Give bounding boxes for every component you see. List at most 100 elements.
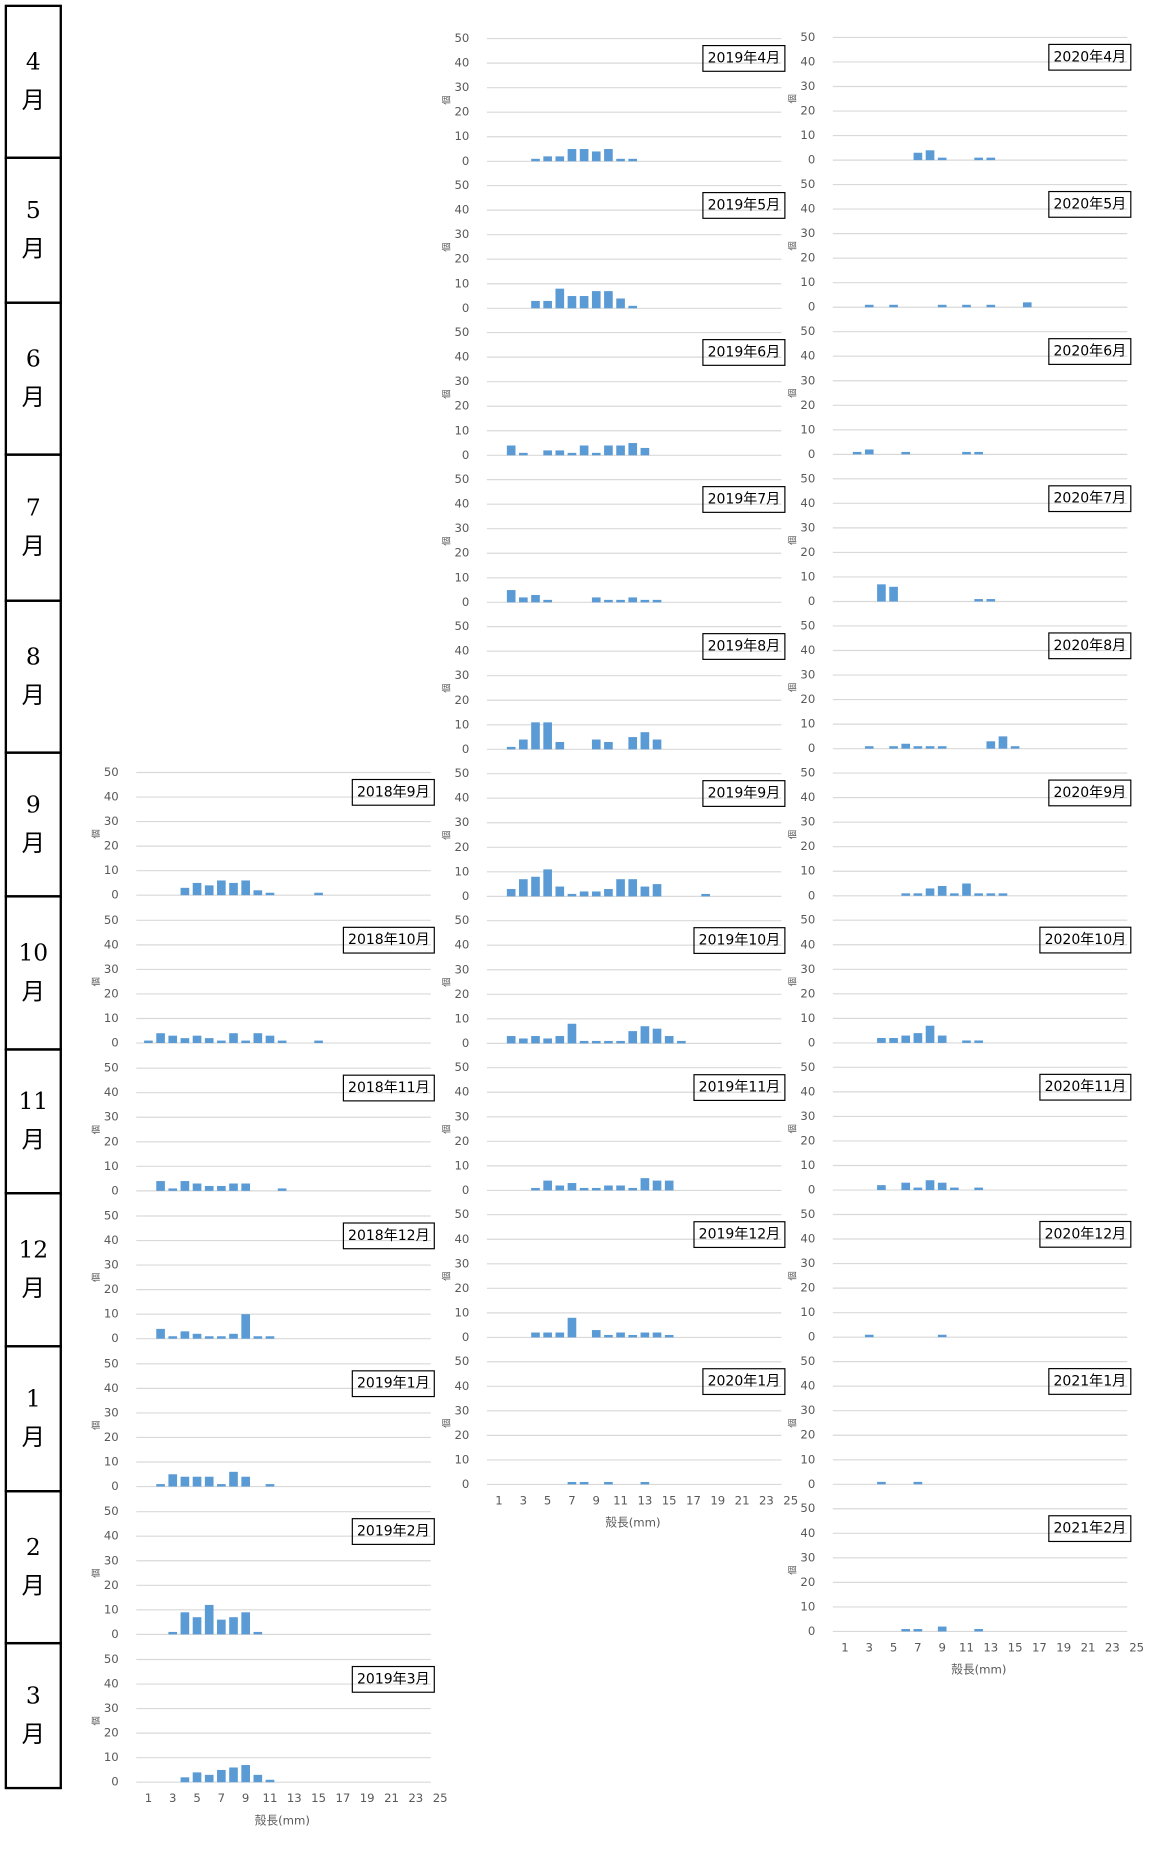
- x-tick-label: 1: [145, 1791, 152, 1805]
- y-tick-label: 30: [454, 227, 469, 241]
- bar: [543, 1038, 552, 1044]
- bar: [217, 1185, 226, 1191]
- y-tick-label: 40: [454, 350, 469, 364]
- chart-title: 2020年4月: [1054, 49, 1127, 65]
- bar: [156, 1181, 165, 1191]
- y-tick-label: 30: [800, 226, 815, 240]
- month-cell: [4, 1192, 62, 1348]
- month-number: 2: [26, 1533, 41, 1561]
- title-box: [342, 1222, 435, 1250]
- bar: [901, 893, 911, 896]
- title-box: [1048, 632, 1132, 660]
- y-tick-label: 30: [104, 1405, 119, 1419]
- x-tick-label: 19: [360, 1791, 375, 1805]
- chart-title: 2019年8月: [708, 639, 781, 655]
- chart: 0 10 20 30 40 50 個 2019年1月: [90, 1356, 435, 1493]
- title-box: [702, 1368, 786, 1396]
- x-tick-label: 1: [841, 1640, 848, 1654]
- x-tick-label: 3: [169, 1791, 176, 1805]
- bar: [180, 1038, 190, 1044]
- bar: [913, 1481, 923, 1485]
- chart-title: 2020年8月: [1054, 638, 1127, 654]
- y-tick-label: 40: [454, 203, 469, 217]
- bar: [204, 1604, 214, 1635]
- bar: [937, 1182, 947, 1191]
- bar: [241, 880, 250, 896]
- bar: [877, 584, 886, 602]
- y-tick-label: 10: [454, 570, 469, 584]
- y-tick-label: 20: [454, 1281, 469, 1295]
- bar: [937, 1626, 947, 1632]
- bar: [664, 1334, 674, 1338]
- y-tick-label: 30: [104, 814, 119, 828]
- bar: [229, 1183, 238, 1191]
- y-tick-label: 10: [800, 864, 815, 878]
- bar: [229, 1333, 238, 1339]
- title-box: [1048, 43, 1132, 71]
- y-tick-label: 40: [800, 54, 815, 68]
- bar: [277, 1040, 287, 1044]
- bar: [640, 1178, 650, 1191]
- chart: 0 10 20 30 40 50 個 2019年2月: [90, 1504, 435, 1641]
- y-tick-label: 0: [111, 1036, 118, 1050]
- bar: [314, 892, 323, 896]
- x-tick-label: 7: [218, 1791, 225, 1805]
- y-tick-label: 30: [800, 1403, 815, 1417]
- month-suffix: 月: [22, 235, 45, 263]
- y-tick-label: 20: [104, 986, 119, 1000]
- month-number: 5: [26, 196, 41, 224]
- x-tick-label: 7: [568, 1493, 575, 1507]
- y-tick-label: 20: [454, 693, 469, 707]
- bar: [579, 1481, 589, 1485]
- bar: [229, 882, 238, 896]
- bar: [519, 452, 528, 456]
- bar: [567, 1317, 577, 1338]
- y-tick-label: 50: [800, 618, 815, 632]
- y-tick-label: 50: [800, 1060, 815, 1074]
- y-tick-label: 30: [800, 668, 815, 682]
- bar: [217, 1336, 226, 1339]
- chart-title: 2020年6月: [1054, 344, 1127, 360]
- bar: [519, 739, 528, 750]
- y-tick-label: 0: [808, 594, 815, 608]
- bar: [616, 879, 625, 897]
- bar: [962, 451, 971, 455]
- y-tick-label: 40: [454, 644, 469, 658]
- y-tick-label: 10: [454, 1452, 469, 1466]
- month-suffix: 月: [22, 1126, 45, 1154]
- bar: [640, 1026, 650, 1044]
- y-tick-label: 30: [454, 1109, 469, 1123]
- month-number: 4: [26, 48, 41, 76]
- y-axis-label: 個: [787, 94, 799, 103]
- bar: [937, 1334, 947, 1338]
- bar: [974, 893, 983, 896]
- title-box: [693, 927, 786, 954]
- bar: [913, 1033, 923, 1043]
- y-tick-label: 0: [462, 595, 469, 609]
- y-axis-label: 個: [90, 1273, 102, 1282]
- chart-title: 2019年4月: [708, 50, 781, 66]
- y-tick-label: 50: [454, 766, 469, 780]
- y-tick-label: 50: [454, 913, 469, 927]
- bar: [241, 1183, 250, 1191]
- month-suffix: 月: [22, 681, 45, 709]
- bar: [974, 599, 983, 602]
- bar: [652, 739, 662, 750]
- title-box: [351, 1665, 435, 1693]
- x-tick-label: 21: [384, 1791, 399, 1805]
- y-tick-label: 0: [111, 1183, 118, 1197]
- title-box: [702, 486, 786, 513]
- bar: [877, 1185, 886, 1191]
- y-tick-label: 0: [808, 1477, 815, 1491]
- x-tick-label: 13: [983, 1640, 998, 1654]
- y-tick-label: 30: [104, 1258, 119, 1272]
- title-box: [693, 1221, 786, 1249]
- bar: [913, 1629, 923, 1632]
- bar: [204, 885, 214, 896]
- chart: 0 10 20 30 40 50 個 2018年10月: [90, 913, 435, 1050]
- y-tick-label: 40: [454, 1232, 469, 1246]
- bar: [950, 893, 959, 896]
- bar: [217, 1040, 226, 1044]
- y-axis-label: 個: [787, 535, 799, 544]
- chart: 0 10 20 30 40 50 個 2019年4月: [441, 31, 786, 168]
